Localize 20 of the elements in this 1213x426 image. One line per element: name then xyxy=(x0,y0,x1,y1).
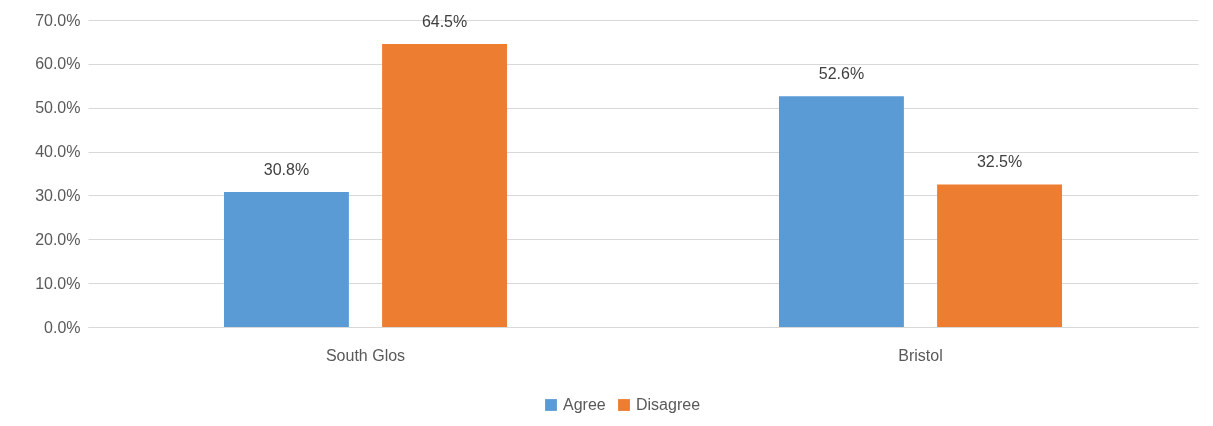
data-label: 52.6% xyxy=(818,65,865,83)
y-tick-label: 30.0% xyxy=(35,186,81,204)
bar xyxy=(778,96,904,327)
legend-label: Disagree xyxy=(636,396,701,413)
y-tick-label: 10.0% xyxy=(35,274,81,292)
y-tick-label: 50.0% xyxy=(35,99,81,117)
data-label: 30.8% xyxy=(263,160,310,178)
data-label: 32.5% xyxy=(976,153,1023,171)
bar xyxy=(223,191,349,327)
data-label: 64.5% xyxy=(421,13,468,31)
y-tick-label: 70.0% xyxy=(35,11,81,29)
y-tick-label: 20.0% xyxy=(35,230,81,248)
x-tick-label: Bristol xyxy=(898,346,943,364)
y-tick-label: 60.0% xyxy=(35,55,81,73)
legend-label: Agree xyxy=(563,396,606,413)
bar xyxy=(937,184,1063,327)
y-tick-label: 40.0% xyxy=(35,143,81,161)
bar xyxy=(382,44,508,327)
x-tick-label: South Glos xyxy=(325,346,406,364)
y-tick-label: 0.0% xyxy=(44,318,81,336)
